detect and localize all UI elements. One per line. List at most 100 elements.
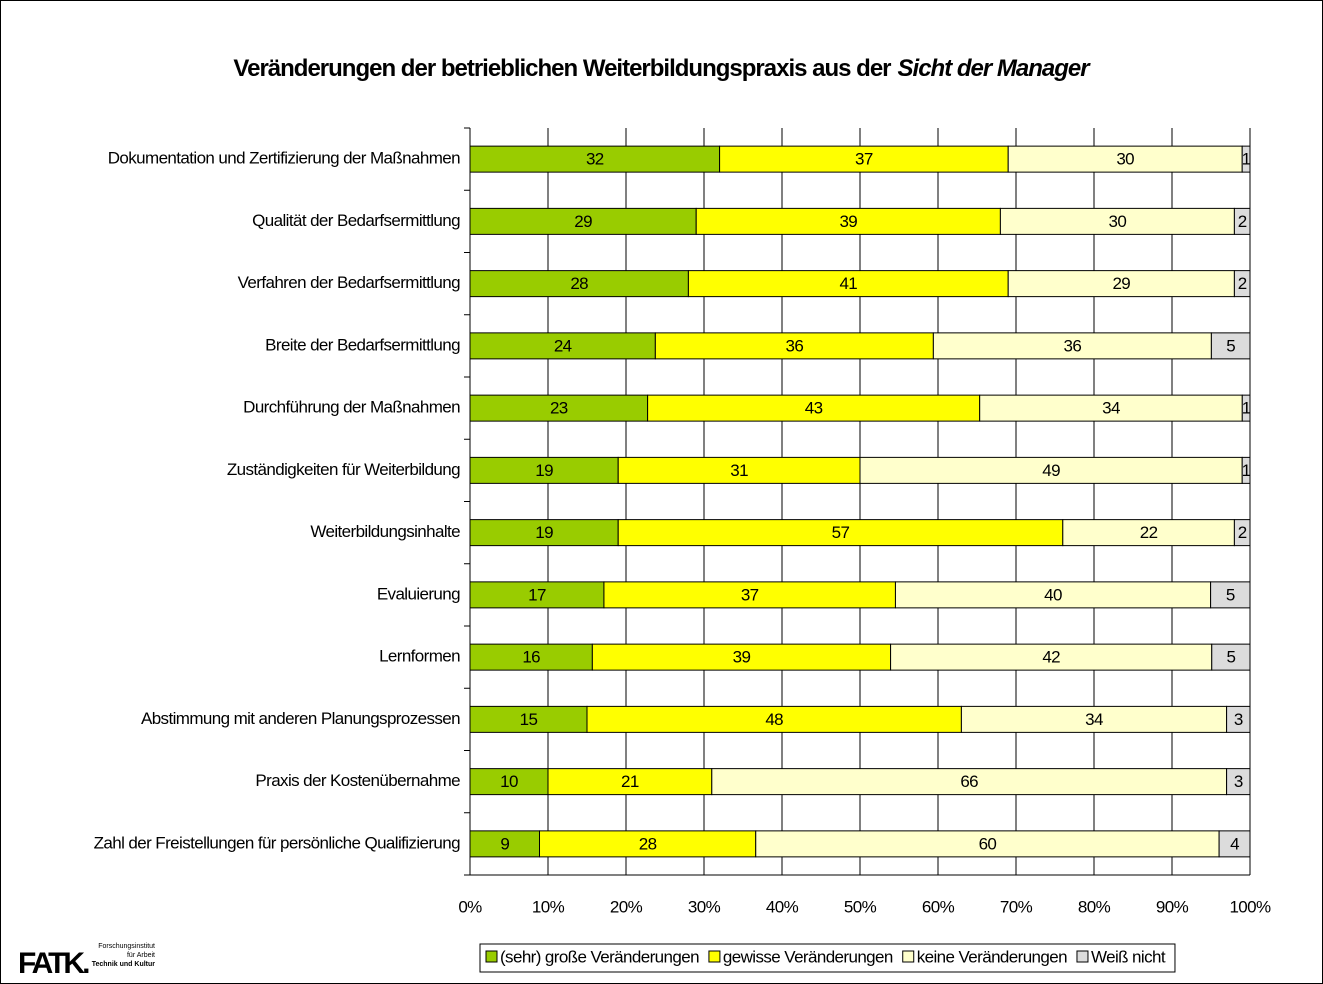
bar-segment: [711, 768, 1228, 796]
y-tick-label: Dokumentation und Zertifizierung der Maß…: [108, 149, 460, 168]
value-label: 15: [520, 710, 538, 729]
bar-segment: [469, 332, 656, 360]
bar-segment: [1210, 332, 1251, 360]
value-label: 3: [1234, 710, 1243, 729]
value-label: 23: [550, 399, 568, 418]
value-label: 43: [805, 399, 823, 418]
value-label: 5: [1226, 648, 1235, 667]
bar-segment: [547, 768, 713, 796]
bar-segment: [859, 456, 1243, 484]
value-label: 37: [741, 585, 759, 604]
x-tick-label: 40%: [766, 897, 799, 916]
bar-segment: [1062, 519, 1235, 547]
value-label: 34: [1102, 399, 1120, 418]
bar-segment: [1241, 394, 1251, 422]
y-tick-label: Praxis der Kostenübernahme: [255, 771, 460, 790]
value-label: 28: [639, 834, 657, 853]
x-tick-label: 60%: [922, 897, 955, 916]
value-label: 39: [839, 212, 857, 231]
value-label: 3: [1234, 772, 1243, 791]
chart-title: Veränderungen der betrieblichen Weiterbi…: [233, 55, 1091, 82]
bar-segment: [647, 394, 981, 422]
value-label: 49: [1042, 461, 1060, 480]
bar-segment: [1226, 768, 1251, 796]
value-label: 22: [1140, 523, 1158, 542]
bar-segment: [695, 207, 1001, 235]
bar-segment: [469, 705, 588, 733]
bar-segment: [469, 270, 689, 298]
title-emphasis: Sicht der Manager: [898, 55, 1092, 82]
value-label: 29: [1112, 274, 1130, 293]
value-label: 29: [574, 212, 592, 231]
bar-segment: [1233, 519, 1251, 547]
legend-box: [479, 943, 1176, 973]
value-label: 37: [855, 150, 873, 169]
x-tick-label: 50%: [844, 897, 877, 916]
value-label: 36: [1064, 336, 1082, 355]
value-label: 19: [535, 461, 553, 480]
logo-line: für Arbeit: [127, 952, 155, 959]
title-main: Veränderungen der betrieblichen Weiterbi…: [233, 55, 891, 82]
bar-segment: [687, 270, 1009, 298]
x-tick-label: 0%: [458, 897, 482, 916]
value-label: 10: [500, 772, 518, 791]
bar-segment: [1226, 705, 1251, 733]
bar-segment: [603, 581, 896, 609]
bar-segment: [1210, 581, 1251, 609]
value-label: 57: [832, 523, 850, 542]
bar-segment: [1007, 145, 1243, 173]
bar-segment: [469, 830, 541, 858]
legend-label: keine Veränderungen: [917, 947, 1067, 966]
legend-swatch: [902, 950, 915, 963]
bar-segment: [890, 643, 1213, 671]
value-label: 39: [733, 648, 751, 667]
value-label: 40: [1044, 585, 1062, 604]
value-label: 9: [500, 834, 509, 853]
value-label: 66: [960, 772, 978, 791]
bar-segment: [617, 456, 861, 484]
value-label: 1: [1242, 150, 1251, 169]
bar-segment: [469, 768, 549, 796]
bar-segment: [960, 705, 1228, 733]
legend-label: gewisse Veränderungen: [723, 947, 893, 966]
y-tick-label: Weiterbildungsinhalte: [310, 522, 460, 541]
bar-segment: [999, 207, 1235, 235]
x-tick-label: 10%: [532, 897, 565, 916]
value-label: 32: [586, 150, 604, 169]
logo-mark: FATK.: [18, 947, 89, 980]
y-tick-label: Durchführung der Maßnahmen: [243, 398, 460, 417]
y-tick-label: Zuständigkeiten für Weiterbildung: [227, 460, 460, 479]
x-tick-label: 80%: [1078, 897, 1111, 916]
value-label: 42: [1042, 648, 1060, 667]
bar-segment: [1233, 207, 1251, 235]
value-label: 21: [621, 772, 639, 791]
legend-label: (sehr) große Veränderungen: [500, 947, 699, 966]
value-label: 34: [1085, 710, 1103, 729]
x-tick-label: 20%: [610, 897, 643, 916]
bar-segment: [1007, 270, 1235, 298]
logo-line: Technik und Kultur: [92, 961, 156, 968]
bar-segment: [1241, 456, 1251, 484]
logo-line: Forschungsinstitut: [98, 943, 155, 950]
y-tick-label: Evaluierung: [377, 584, 460, 603]
value-label: 24: [554, 336, 572, 355]
y-tick-label: Zahl der Freistellungen für persönliche …: [94, 833, 461, 852]
value-label: 2: [1238, 274, 1247, 293]
legend-swatch: [708, 950, 721, 963]
legend-label: Weiß nicht: [1091, 947, 1166, 966]
value-label: 5: [1226, 585, 1235, 604]
value-label: 36: [785, 336, 803, 355]
value-label: 1: [1242, 461, 1251, 480]
value-label: 5: [1226, 336, 1235, 355]
bar-segment: [469, 207, 697, 235]
legend-swatch: [485, 950, 498, 963]
bar-segment: [591, 643, 892, 671]
value-label: 1: [1242, 399, 1251, 418]
x-tick-label: 100%: [1229, 897, 1271, 916]
bar-segment: [469, 394, 649, 422]
bar-segment: [1241, 145, 1251, 173]
value-label: 30: [1109, 212, 1127, 231]
y-tick-label: Verfahren der Bedarfsermittlung: [238, 273, 461, 292]
logo: FATK. Forschungsinstitut für Arbeit Tech…: [18, 943, 155, 980]
bar-segment: [1233, 270, 1251, 298]
